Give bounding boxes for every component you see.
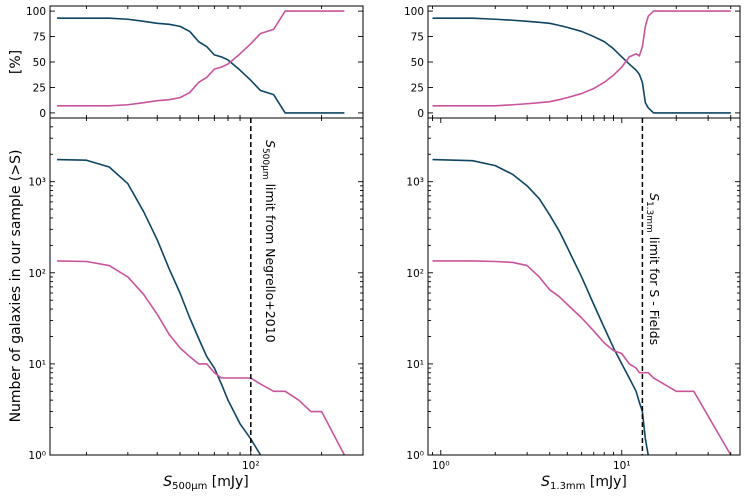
y-tick-label: 10¹: [406, 359, 424, 371]
panel-frame: [49, 5, 364, 119]
panel-frame: [427, 5, 741, 119]
panel-bottom-left: 10⁰ 10¹ 10² 10³ 10²: [28, 117, 364, 472]
y-tick-label: 100: [404, 6, 424, 18]
panel-bottom-right: 10⁰ 10¹ 10² 10³ 10⁰ 10¹: [406, 117, 741, 472]
annotation-left-symbol: S: [263, 140, 278, 148]
x-tick-label: 10⁰: [432, 460, 450, 472]
x-label-right-unit: [mJy]: [585, 474, 626, 490]
annotation-left-text: limit from Negrello+2010: [263, 180, 278, 343]
x-tick-label: 10¹: [613, 460, 631, 472]
y-axis-label-bottom: Number of galaxies in our sample (>S): [8, 150, 24, 423]
y-tick-label: 25: [33, 82, 46, 94]
x-label-left-subscript: 500μm: [172, 481, 207, 492]
y-tick-label: 0: [417, 108, 424, 120]
y-tick-label: 10³: [406, 177, 424, 189]
series-line-subset: [57, 10, 345, 107]
series-line-subset: [57, 260, 346, 456]
y-tick-label: 10³: [28, 177, 46, 189]
annotation-left: S500μm limit from Negrello+2010: [260, 140, 278, 343]
annotation-right-symbol: S: [647, 193, 662, 201]
x-label-left-unit: [mJy]: [207, 474, 248, 490]
y-tick-label: 10¹: [28, 359, 46, 371]
y-tick-label: 50: [33, 57, 46, 69]
annotation-left-subscript: 500μm: [260, 148, 270, 180]
series-line-all: [432, 158, 650, 456]
x-label-left-symbol: S: [163, 474, 172, 490]
x-axis-label-right: S1.3mm [mJy]: [541, 474, 627, 492]
y-tick-label: 10²: [406, 268, 424, 280]
panel-top-left: 0 25 50 75 100: [26, 5, 364, 120]
y-tick-label: 75: [33, 32, 46, 44]
panel-top-right: 0 25 50 75 100: [404, 5, 741, 120]
y-tick-label: 10²: [28, 268, 46, 280]
series-line-all: [57, 17, 345, 114]
annotation-right: S1.3mm limit for S - Fields: [644, 193, 662, 345]
series-line-subset: [432, 10, 731, 107]
x-tick-label: 10²: [242, 460, 260, 472]
y-tick-label: 10⁰: [28, 450, 46, 462]
annotation-right-text: limit for S - Fields: [647, 233, 662, 345]
y-tick-label: 10⁰: [406, 450, 424, 462]
x-label-right-subscript: 1.3mm: [550, 481, 585, 492]
y-axis-label-top: [%]: [8, 50, 24, 74]
y-tick-label: 75: [411, 32, 424, 44]
y-tick-label: 100: [26, 6, 46, 18]
y-tick-label: 25: [411, 82, 424, 94]
series-line-all: [57, 158, 262, 456]
x-label-right-symbol: S: [541, 474, 550, 490]
y-tick-label: 50: [411, 57, 424, 69]
y-tick-label: 0: [39, 108, 46, 120]
series-line-subset: [432, 260, 732, 456]
annotation-right-subscript: 1.3mm: [644, 201, 654, 233]
series-line-all: [432, 17, 731, 114]
panel-frame: [49, 117, 364, 456]
panel-frame: [427, 117, 741, 456]
x-axis-label-left: S500μm [mJy]: [163, 474, 249, 492]
